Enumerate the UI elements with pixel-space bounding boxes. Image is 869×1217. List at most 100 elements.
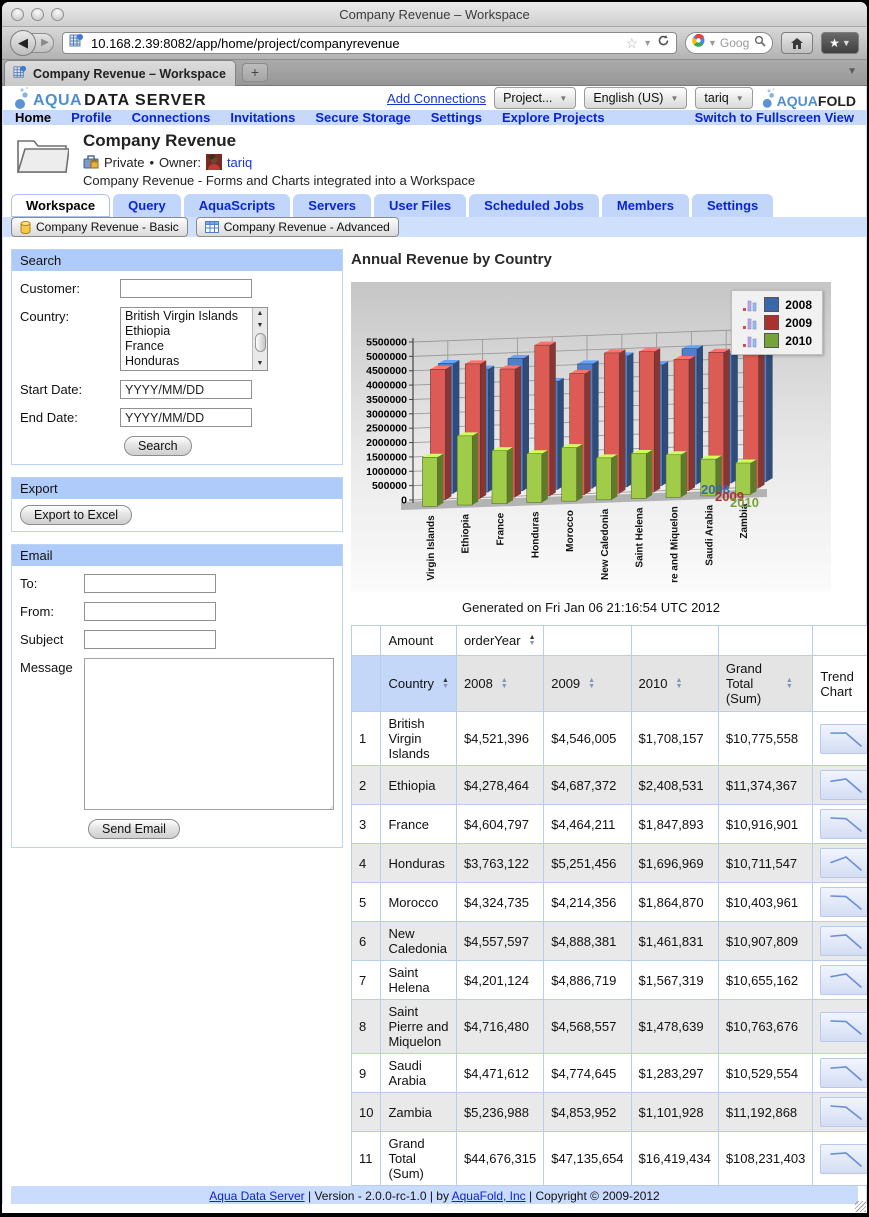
owner-link[interactable]: tariq [226, 154, 253, 170]
y2009-cell: $4,687,372 [543, 765, 632, 805]
reload-icon[interactable] [657, 34, 670, 52]
nav-item-invitations[interactable]: Invitations [230, 110, 296, 125]
forward-button[interactable]: ▶ [30, 33, 54, 53]
listbox-scrollbar[interactable]: ▲ ▼ ▼ [252, 308, 267, 370]
trend-chart-button[interactable] [820, 1011, 867, 1042]
y2010-column-header[interactable]: 2010 ▲ ▼ [630, 655, 719, 712]
export-to-excel-button[interactable]: Export to Excel [20, 505, 133, 525]
country-option[interactable]: Honduras [125, 354, 180, 368]
language-dropdown[interactable]: English (US) ▼ [584, 87, 688, 109]
zoom-window-button[interactable] [51, 8, 64, 21]
list-all-tabs-icon[interactable]: ▼ [847, 66, 857, 77]
scrollbar-thumb[interactable] [254, 333, 266, 352]
sort-icon[interactable]: ▲ ▼ [500, 676, 508, 690]
nav-item-connections[interactable]: Connections [131, 110, 211, 125]
nav-item-profile[interactable]: Profile [71, 110, 112, 125]
project-header: Company Revenue Private • Owner: tariq C… [3, 125, 866, 190]
trend-chart-button[interactable] [820, 1058, 867, 1088]
trend-chart-button[interactable] [820, 723, 867, 754]
url-dropdown-icon[interactable]: ▼ [643, 38, 652, 48]
nav-item-secure-storage[interactable]: Secure Storage [315, 110, 411, 125]
project-dropdown[interactable]: Project... ▼ [494, 87, 577, 109]
add-connections-link[interactable]: Add Connections [387, 90, 487, 106]
browser-tab[interactable]: Company Revenue – Workspace [4, 60, 236, 86]
footer-aqua-link[interactable]: Aqua Data Server [209, 1189, 305, 1203]
sort-icon[interactable]: ▲ ▼ [588, 676, 596, 690]
y2009-cell: $4,464,211 [543, 804, 632, 844]
sparkline-icon [830, 731, 863, 747]
trend-chart-button[interactable] [820, 848, 867, 878]
resize-grip[interactable] [855, 1201, 866, 1212]
trend-chart-button[interactable] [820, 809, 867, 839]
tab-settings[interactable]: Settings [691, 194, 774, 217]
sort-icon[interactable]: ▲ ▼ [528, 633, 536, 647]
email-from-field[interactable] [84, 602, 216, 621]
history-buttons: ◀ ▶ [10, 30, 54, 56]
search-engine-dropdown-icon[interactable]: ▼ [708, 38, 717, 48]
tab-workspace[interactable]: Workspace [11, 194, 111, 217]
email-panel-title: Email [12, 545, 342, 566]
grand-total-column-header[interactable]: Grand Total (Sum) ▲ ▼ [717, 655, 814, 712]
tab-members[interactable]: Members [601, 194, 689, 217]
end-date-field[interactable] [120, 408, 252, 427]
trend-chart-button[interactable] [820, 1097, 867, 1127]
back-button[interactable]: ◀ [10, 30, 36, 56]
nav-item-home[interactable]: Home [15, 110, 52, 125]
total-cell: $10,403,961 [717, 882, 814, 922]
tab-servers[interactable]: Servers [293, 194, 372, 217]
send-email-button[interactable]: Send Email [88, 819, 180, 839]
main-navbar: Home Profile Connections Invitations Secure … [3, 110, 866, 125]
country-option[interactable]: France [125, 339, 164, 353]
bookmark-star-icon[interactable]: ☆ [625, 34, 639, 51]
home-button[interactable] [781, 32, 813, 54]
y2008-column-header[interactable]: 2008 ▲ ▼ [455, 655, 545, 712]
bookmarks-button[interactable]: ★ ▼ [821, 32, 859, 54]
fullscreen-link[interactable]: Switch to Fullscreen View [694, 110, 854, 125]
country-option[interactable]: Ethiopia [125, 324, 171, 338]
close-window-button[interactable] [11, 8, 24, 21]
start-date-field[interactable] [120, 380, 252, 399]
trend-chart-button[interactable] [820, 965, 867, 995]
email-message-field[interactable] [84, 658, 334, 810]
y2009-cell: $5,251,456 [543, 843, 632, 883]
scroll-down-icon[interactable]: ▼ [256, 322, 264, 329]
subtab-basic-button[interactable]: Company Revenue - Basic [11, 217, 188, 237]
y2009-column-header[interactable]: 2009 ▲ ▼ [543, 655, 632, 712]
scroll-up-icon[interactable]: ▲ [256, 310, 264, 317]
nav-item-settings[interactable]: Settings [430, 110, 483, 125]
minimize-window-button[interactable] [31, 8, 44, 21]
country-column-header[interactable]: Country ▲ ▼ [380, 655, 457, 712]
tab-user-files[interactable]: User Files [374, 194, 467, 217]
url-input[interactable] [89, 34, 621, 52]
trend-chart-button[interactable] [820, 1143, 867, 1174]
customer-field[interactable] [120, 279, 252, 298]
user-dropdown[interactable]: tariq ▼ [695, 87, 753, 109]
revenue-table: Amount orderYear ▲ ▼ Country ▲ ▼ 2008 ▲ ▼ 2009… [350, 625, 867, 1186]
search-button[interactable]: Search [124, 436, 192, 456]
tab-scheduled-jobs[interactable]: Scheduled Jobs [469, 194, 599, 217]
magnifier-icon[interactable] [754, 34, 766, 52]
orderyear-header[interactable]: orderYear ▲ ▼ [455, 625, 545, 656]
footer-aquafold-link[interactable]: AquaFold, Inc [451, 1189, 526, 1203]
email-subject-field[interactable] [84, 630, 216, 649]
new-tab-button[interactable]: + [242, 63, 268, 82]
trend-chart-button[interactable] [820, 887, 867, 917]
subtab-advanced-button[interactable]: Company Revenue - Advanced [195, 217, 399, 237]
y2010-cell: $1,567,319 [630, 960, 719, 1000]
trend-chart-button[interactable] [820, 926, 867, 956]
email-to-field[interactable] [84, 574, 216, 593]
sort-icon[interactable]: ▲ ▼ [675, 676, 683, 690]
logo-text-aqua: AQUA [33, 92, 83, 109]
url-bar[interactable]: ☆ ▼ [62, 32, 677, 54]
country-option[interactable]: British Virgin Islands [125, 309, 239, 323]
nav-item-explore-projects[interactable]: Explore Projects [502, 110, 605, 125]
scroll-down-icon[interactable]: ▼ [256, 360, 264, 367]
search-engine-box[interactable]: ▼ Goog [685, 32, 773, 54]
tab-aquascripts[interactable]: AquaScripts [183, 194, 291, 217]
sort-icon[interactable]: ▲ ▼ [442, 676, 449, 690]
tab-query[interactable]: Query [113, 194, 181, 217]
trend-chart-button[interactable] [820, 770, 867, 800]
country-listbox[interactable]: British Virgin Islands Ethiopia France Hond… [120, 307, 268, 371]
brand-text-fold: FOLD [817, 93, 856, 109]
sort-icon[interactable]: ▲ ▼ [785, 676, 793, 690]
